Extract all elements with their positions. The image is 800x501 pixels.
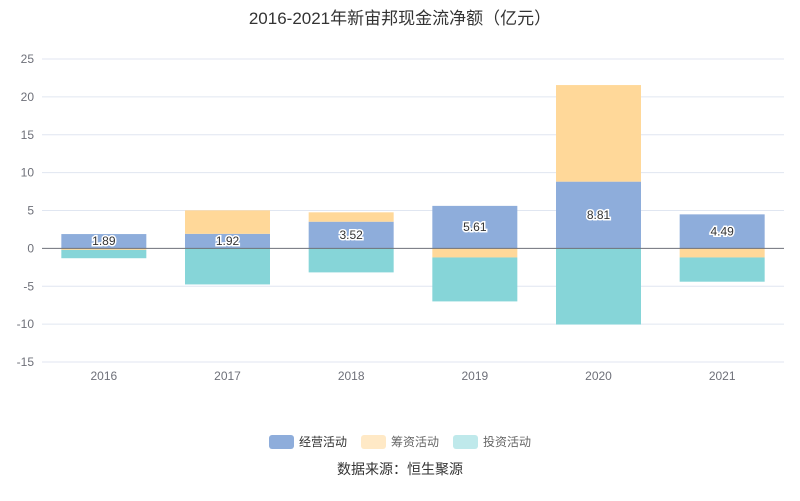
y-tick-label: 5: [27, 204, 34, 218]
legend-swatch: [453, 434, 478, 449]
bar-1-2018: [308, 212, 394, 222]
y-tick-label: 25: [21, 52, 35, 66]
bar-0-2020: [556, 181, 641, 249]
y-tick-label: 15: [21, 128, 35, 142]
bar-1-2020: [556, 85, 641, 182]
bar-0-2016: [61, 234, 147, 249]
bar-0-2018: [308, 221, 394, 249]
data-source: 数据来源：恒生聚源: [337, 461, 463, 477]
legend-label: 投资活动: [483, 435, 532, 449]
bar-2-2020: [556, 248, 641, 325]
data-label: 1.92: [216, 234, 240, 248]
chart-plot: -15 -10 -5 0 5 10 15 20 25 2016 2017 2018 2019 2020 20…: [17, 52, 784, 383]
bar-0-2021: [679, 214, 765, 249]
bar-1-2021: [679, 248, 765, 258]
x-tick-label: 2020: [585, 369, 612, 383]
legend-label: 筹资活动: [390, 435, 439, 449]
bar-2-2016: [61, 249, 147, 259]
data-label: 3.52: [339, 228, 363, 242]
data-label: 5.61: [463, 220, 487, 234]
bar-0-2017: [185, 233, 270, 249]
x-tick-label: 2021: [709, 369, 736, 383]
x-tick-label: 2018: [338, 369, 365, 383]
y-tick-label: 10: [21, 166, 35, 180]
y-tick-label: -5: [23, 279, 34, 293]
bar-2-2017: [185, 248, 270, 285]
bar-2-2019: [432, 257, 518, 302]
y-tick-label: 0: [27, 241, 34, 255]
data-label: 1.89: [92, 234, 116, 248]
y-tick-label: -15: [17, 355, 35, 369]
bar-2-2018: [308, 248, 394, 273]
y-tick-label: -10: [17, 317, 35, 331]
bar-0-2019: [432, 205, 518, 249]
legend-swatch: [268, 434, 294, 449]
x-tick-label: 2017: [214, 369, 241, 383]
y-tick-label: 20: [21, 90, 35, 104]
bar-1-2016: [61, 248, 147, 250]
legend-item-1[interactable]: 筹资活动: [360, 433, 439, 450]
x-tick-label: 2016: [90, 369, 117, 383]
legend: 经营活动 筹资活动 投资活动: [0, 433, 800, 450]
bar-1-2017: [185, 210, 270, 234]
legend-item-2[interactable]: 投资活动: [453, 433, 531, 450]
legend-item-0[interactable]: 经营活动: [268, 433, 347, 450]
data-label: 8.81: [587, 208, 611, 222]
legend-label: 经营活动: [298, 435, 347, 449]
data-label: 4.49: [710, 224, 734, 238]
legend-swatch: [360, 434, 386, 449]
bar-1-2019: [432, 248, 518, 258]
bar-2-2021: [679, 257, 765, 282]
chart-title: 2016-2021年新宙邦现金流净额（亿元）: [248, 9, 552, 28]
x-tick-label: 2019: [461, 369, 488, 383]
